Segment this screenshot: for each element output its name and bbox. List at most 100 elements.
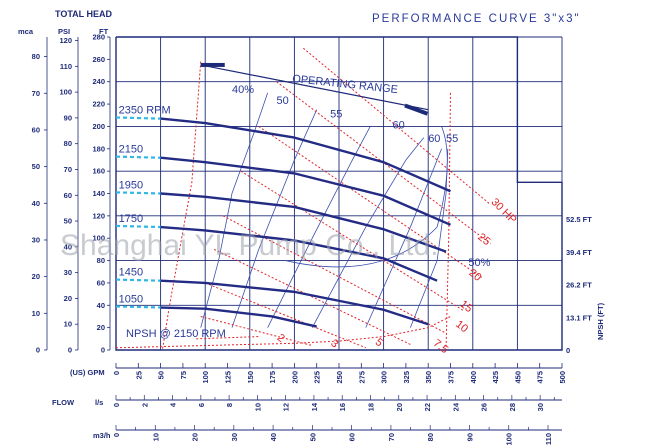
npsh-tick-label: 39.4 FT [566,248,592,257]
mca-tick-label: 40 [32,199,40,208]
efficiency-curve [267,126,371,328]
rpm-curves [115,116,451,349]
gpm-tick-label: 75 [179,371,188,379]
ft-tick-label: 60 [97,278,105,287]
mca-tick-label: 60 [32,125,40,134]
rpm-curve-dashed-extension [115,116,161,120]
gpm-tick-label: 200 [290,371,299,384]
gpm-tick-label: 325 [402,371,411,384]
m3h-tick-label: 50 [308,433,317,441]
npsh-tick-label: 52.5 FT [566,215,592,224]
ls-label: l/s [95,398,103,407]
gpm-tick-label: 0 [112,371,121,375]
gpm-tick-label: 25 [134,371,143,379]
psi-tick-label: 120 [59,36,72,45]
ls-tick-label: 24 [451,402,460,411]
watermark: Shanghai YL Pump Co., Ltd. [60,229,439,262]
hp-label: 20 [466,267,483,284]
psi-tick-label: 50 [64,217,72,226]
mca-label: mca [18,27,34,36]
rpm-curve [160,117,451,193]
hp-line [213,248,411,345]
range-right-boundary [445,92,451,351]
ls-tick-label: 16 [338,403,347,411]
m3h-tick-label: 10 [151,433,160,441]
m3h-tick-label: 30 [230,433,239,441]
flow-label: FLOW [52,398,75,407]
m3h-tick-label: 70 [387,433,396,441]
psi-label: PSI [58,27,70,36]
chart-title: PERFORMANCE CURVE 3"x3" [372,13,581,25]
gpm-tick-label: 500 [558,371,567,384]
rpm-label: 2150 [119,144,143,156]
ls-tick-label: 4 [169,402,178,407]
ft-tick-label: 220 [92,100,105,109]
ft-tick-label: 120 [92,211,105,220]
rpm-label: 2350 RPM [119,104,171,116]
gpm-tick-label: 50 [157,371,166,379]
m3h-tick-label: 20 [191,433,200,441]
psi-tick-label: 110 [60,62,72,71]
gpm-tick-label: 250 [335,371,344,384]
gpm-tick-label: 225 [313,371,322,384]
ft-label: FT [99,27,109,36]
hp-label: 15 [458,298,475,315]
hp-label: 10 [453,318,470,335]
ft-tick-label: 100 [92,234,105,243]
efficiency-label: 55 [446,133,458,145]
ls-tick-label: 12 [282,403,291,411]
rpm-curve [160,192,447,253]
gpm-tick-label: 300 [380,371,389,384]
psi-tick-label: 90 [64,113,72,122]
npsh-tick-label: 0 [566,346,570,355]
mca-tick-label: 30 [32,235,40,244]
hp-line [276,81,491,245]
mca-tick-label: 0 [36,346,40,355]
rpm-curve-dashed-extension [115,224,161,229]
efficiency-label: 60 [428,133,440,145]
psi-tick-label: 60 [64,191,72,200]
gpm-label: (US) GPM [70,368,105,377]
gpm-tick-label: 425 [491,371,500,384]
ls-tick-label: 26 [480,403,489,411]
gpm-tick-label: 475 [536,371,545,384]
efficiency-label: 50 [277,95,289,107]
m3h-tick-label: 60 [348,433,357,441]
ls-tick-label: 2 [140,403,149,407]
gpm-tick-label: 125 [224,371,233,384]
operating-range-start-marker [200,62,225,67]
gpm-tick-label: 150 [246,371,255,384]
ft-tick-label: 260 [92,55,105,64]
ft-tick-label: 80 [97,256,105,265]
gpm-tick-label: 350 [424,371,433,384]
gpm-tick-label: 375 [447,371,456,384]
ls-tick-label: 0 [112,403,121,407]
mca-tick-label: 70 [32,89,40,98]
psi-tick-label: 30 [64,268,72,277]
ls-tick-label: 22 [423,403,432,411]
operating-range-end-marker [404,103,429,116]
rpm-curve-dashed-extension [115,278,161,282]
operating-range-label: OPERATING RANGE [292,73,399,96]
m3h-tick-label: 110 [544,433,553,445]
npsh-axis-label: NPSH (FT) [596,302,605,340]
ft-tick-label: 20 [97,323,105,332]
rpm-curve [160,306,317,328]
hp-line [205,282,366,349]
rpm-curve [160,225,438,282]
efficiency-label: 40% [232,84,254,96]
ft-tick-label: 140 [92,189,105,198]
gpm-tick-label: 175 [268,371,277,384]
m3h-tick-label: 0 [112,433,121,437]
m3h-tick-label: 40 [269,433,278,441]
gpm-tick-label: 100 [201,371,210,384]
npsh-tick-label: 13.1 FT [566,313,592,322]
rpm-curve-dashed-extension [115,155,161,159]
plot-border [115,36,563,351]
gpm-tick-label: 400 [469,371,478,384]
efficiency-curve [365,148,442,328]
rpm-label: 1450 [119,267,143,279]
hp-line [200,315,313,347]
hp-label: 25 [475,231,492,248]
